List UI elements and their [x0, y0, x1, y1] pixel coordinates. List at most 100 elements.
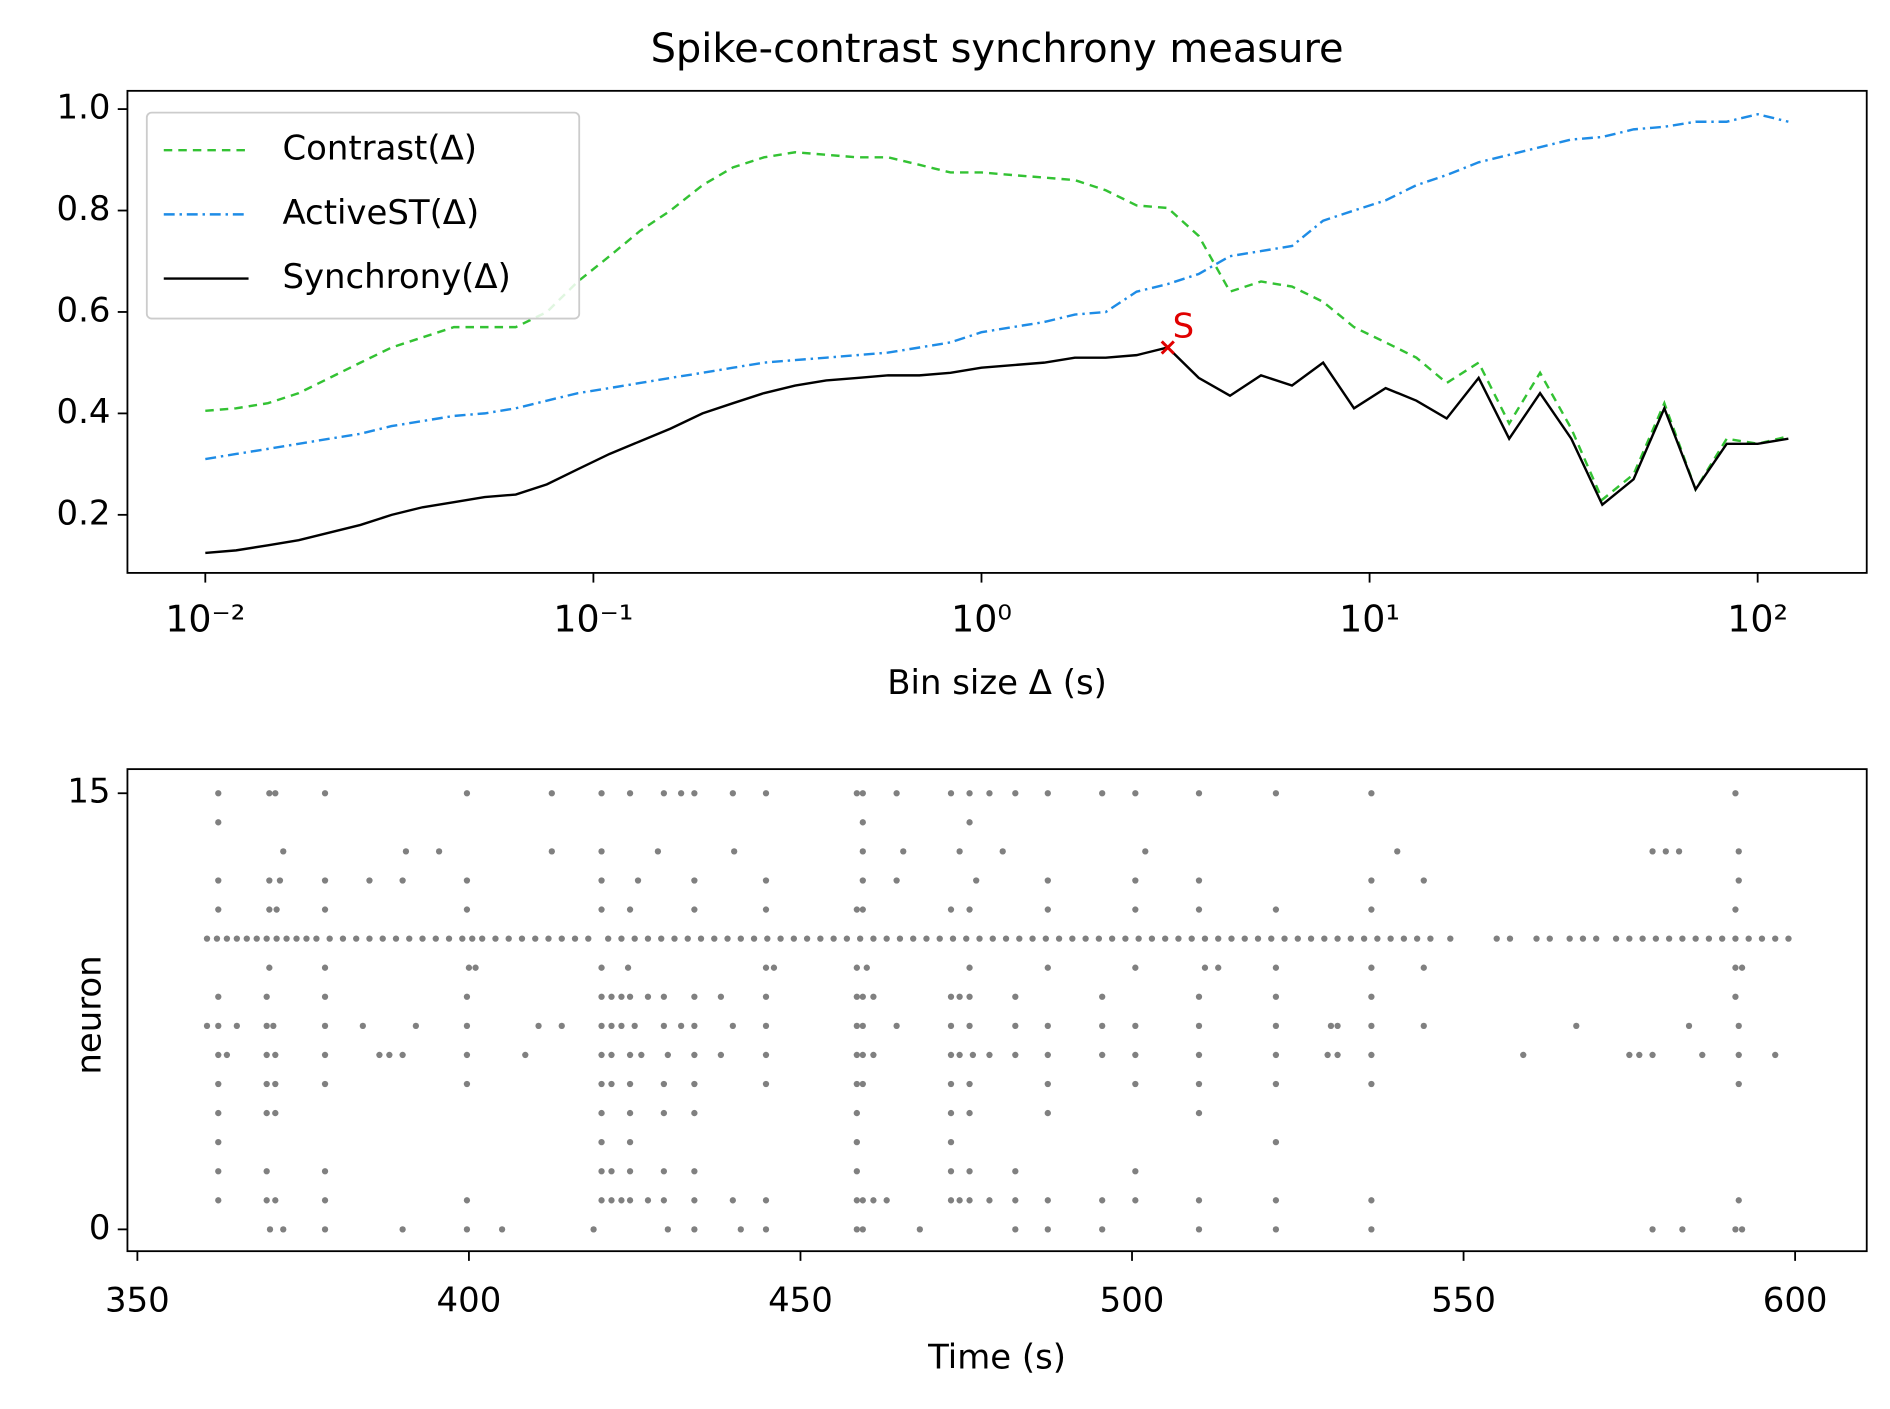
spike — [303, 935, 310, 942]
spike — [737, 1226, 744, 1233]
legend-box — [145, 111, 581, 320]
x-tick-label: 500 — [1100, 1281, 1165, 1320]
spike — [966, 790, 973, 797]
spike — [272, 1109, 279, 1117]
spike — [608, 993, 615, 1000]
spike — [1099, 1226, 1106, 1233]
spike — [1195, 1080, 1203, 1088]
spike — [608, 1168, 615, 1175]
spike — [366, 877, 373, 884]
spike — [638, 1051, 645, 1059]
spike — [215, 819, 222, 826]
spike — [1029, 935, 1036, 942]
spike — [1785, 935, 1792, 942]
axes-frame — [126, 768, 1868, 1253]
spike — [1334, 935, 1341, 942]
spike — [326, 935, 333, 942]
spike — [1738, 964, 1746, 971]
spike — [1400, 935, 1408, 942]
spike — [558, 935, 565, 942]
spike — [770, 964, 778, 971]
spike — [966, 1168, 973, 1175]
spike — [729, 1197, 736, 1204]
spike — [463, 1080, 471, 1088]
spike — [1272, 1138, 1280, 1146]
spike — [263, 1080, 270, 1088]
spike — [339, 935, 347, 942]
spike — [1579, 935, 1587, 942]
spike — [664, 1226, 672, 1233]
spike — [1012, 993, 1019, 1000]
spike — [215, 790, 222, 797]
spike — [618, 1197, 625, 1204]
spike — [1334, 1051, 1341, 1059]
spike — [691, 1226, 698, 1233]
spike — [545, 935, 552, 942]
spike — [283, 935, 290, 942]
axes-frame — [126, 89, 1868, 574]
spike — [321, 790, 329, 797]
spike — [947, 1051, 955, 1059]
spike — [853, 993, 860, 1000]
spike — [353, 935, 360, 942]
series-line — [205, 346, 1789, 555]
spike — [598, 1197, 605, 1204]
spike — [684, 935, 691, 942]
spike — [1626, 935, 1633, 942]
spike — [463, 877, 471, 884]
spike — [215, 1109, 222, 1117]
spike — [999, 848, 1006, 855]
spike — [406, 935, 413, 942]
spike — [215, 993, 222, 1000]
spike — [608, 1022, 615, 1029]
spike — [469, 935, 476, 942]
spike — [590, 1226, 597, 1233]
spike — [1324, 1051, 1331, 1059]
spike — [608, 1080, 615, 1088]
spike — [870, 993, 877, 1000]
spike — [729, 1022, 736, 1029]
spike — [717, 1051, 725, 1059]
spike — [1095, 935, 1103, 942]
spike — [644, 935, 652, 942]
spike — [671, 935, 678, 942]
y-tick-label: 0.6 — [57, 290, 111, 329]
spike — [762, 1197, 770, 1204]
x-tick-label: 10¹ — [1339, 597, 1400, 640]
spike — [215, 1022, 222, 1029]
spike — [1368, 877, 1375, 884]
spike — [598, 906, 605, 913]
spike — [966, 993, 973, 1000]
spike — [853, 1080, 860, 1088]
spike — [859, 1197, 866, 1204]
spike — [1132, 1197, 1139, 1204]
spike — [379, 935, 386, 942]
spike — [966, 1080, 973, 1088]
spike — [1195, 906, 1203, 913]
spike — [1705, 935, 1713, 942]
spike — [402, 848, 410, 855]
spike — [605, 935, 612, 942]
spike — [321, 1022, 329, 1029]
spike — [280, 848, 287, 855]
spike — [1732, 964, 1739, 971]
spike — [321, 906, 329, 913]
spike — [883, 935, 890, 942]
spike — [870, 1051, 877, 1059]
spike — [830, 935, 837, 942]
spike — [624, 964, 632, 971]
spike — [764, 935, 771, 942]
spike — [936, 935, 943, 942]
spike — [626, 1138, 634, 1146]
spike — [263, 935, 270, 942]
spike — [916, 1226, 923, 1233]
spike — [1772, 935, 1779, 942]
spike — [618, 993, 625, 1000]
spike — [498, 1226, 506, 1233]
spike — [618, 1022, 625, 1029]
x-tick-label: 400 — [437, 1281, 502, 1320]
spike — [966, 964, 973, 971]
spike — [817, 935, 824, 942]
spike — [399, 1051, 406, 1059]
spike — [986, 1051, 993, 1059]
